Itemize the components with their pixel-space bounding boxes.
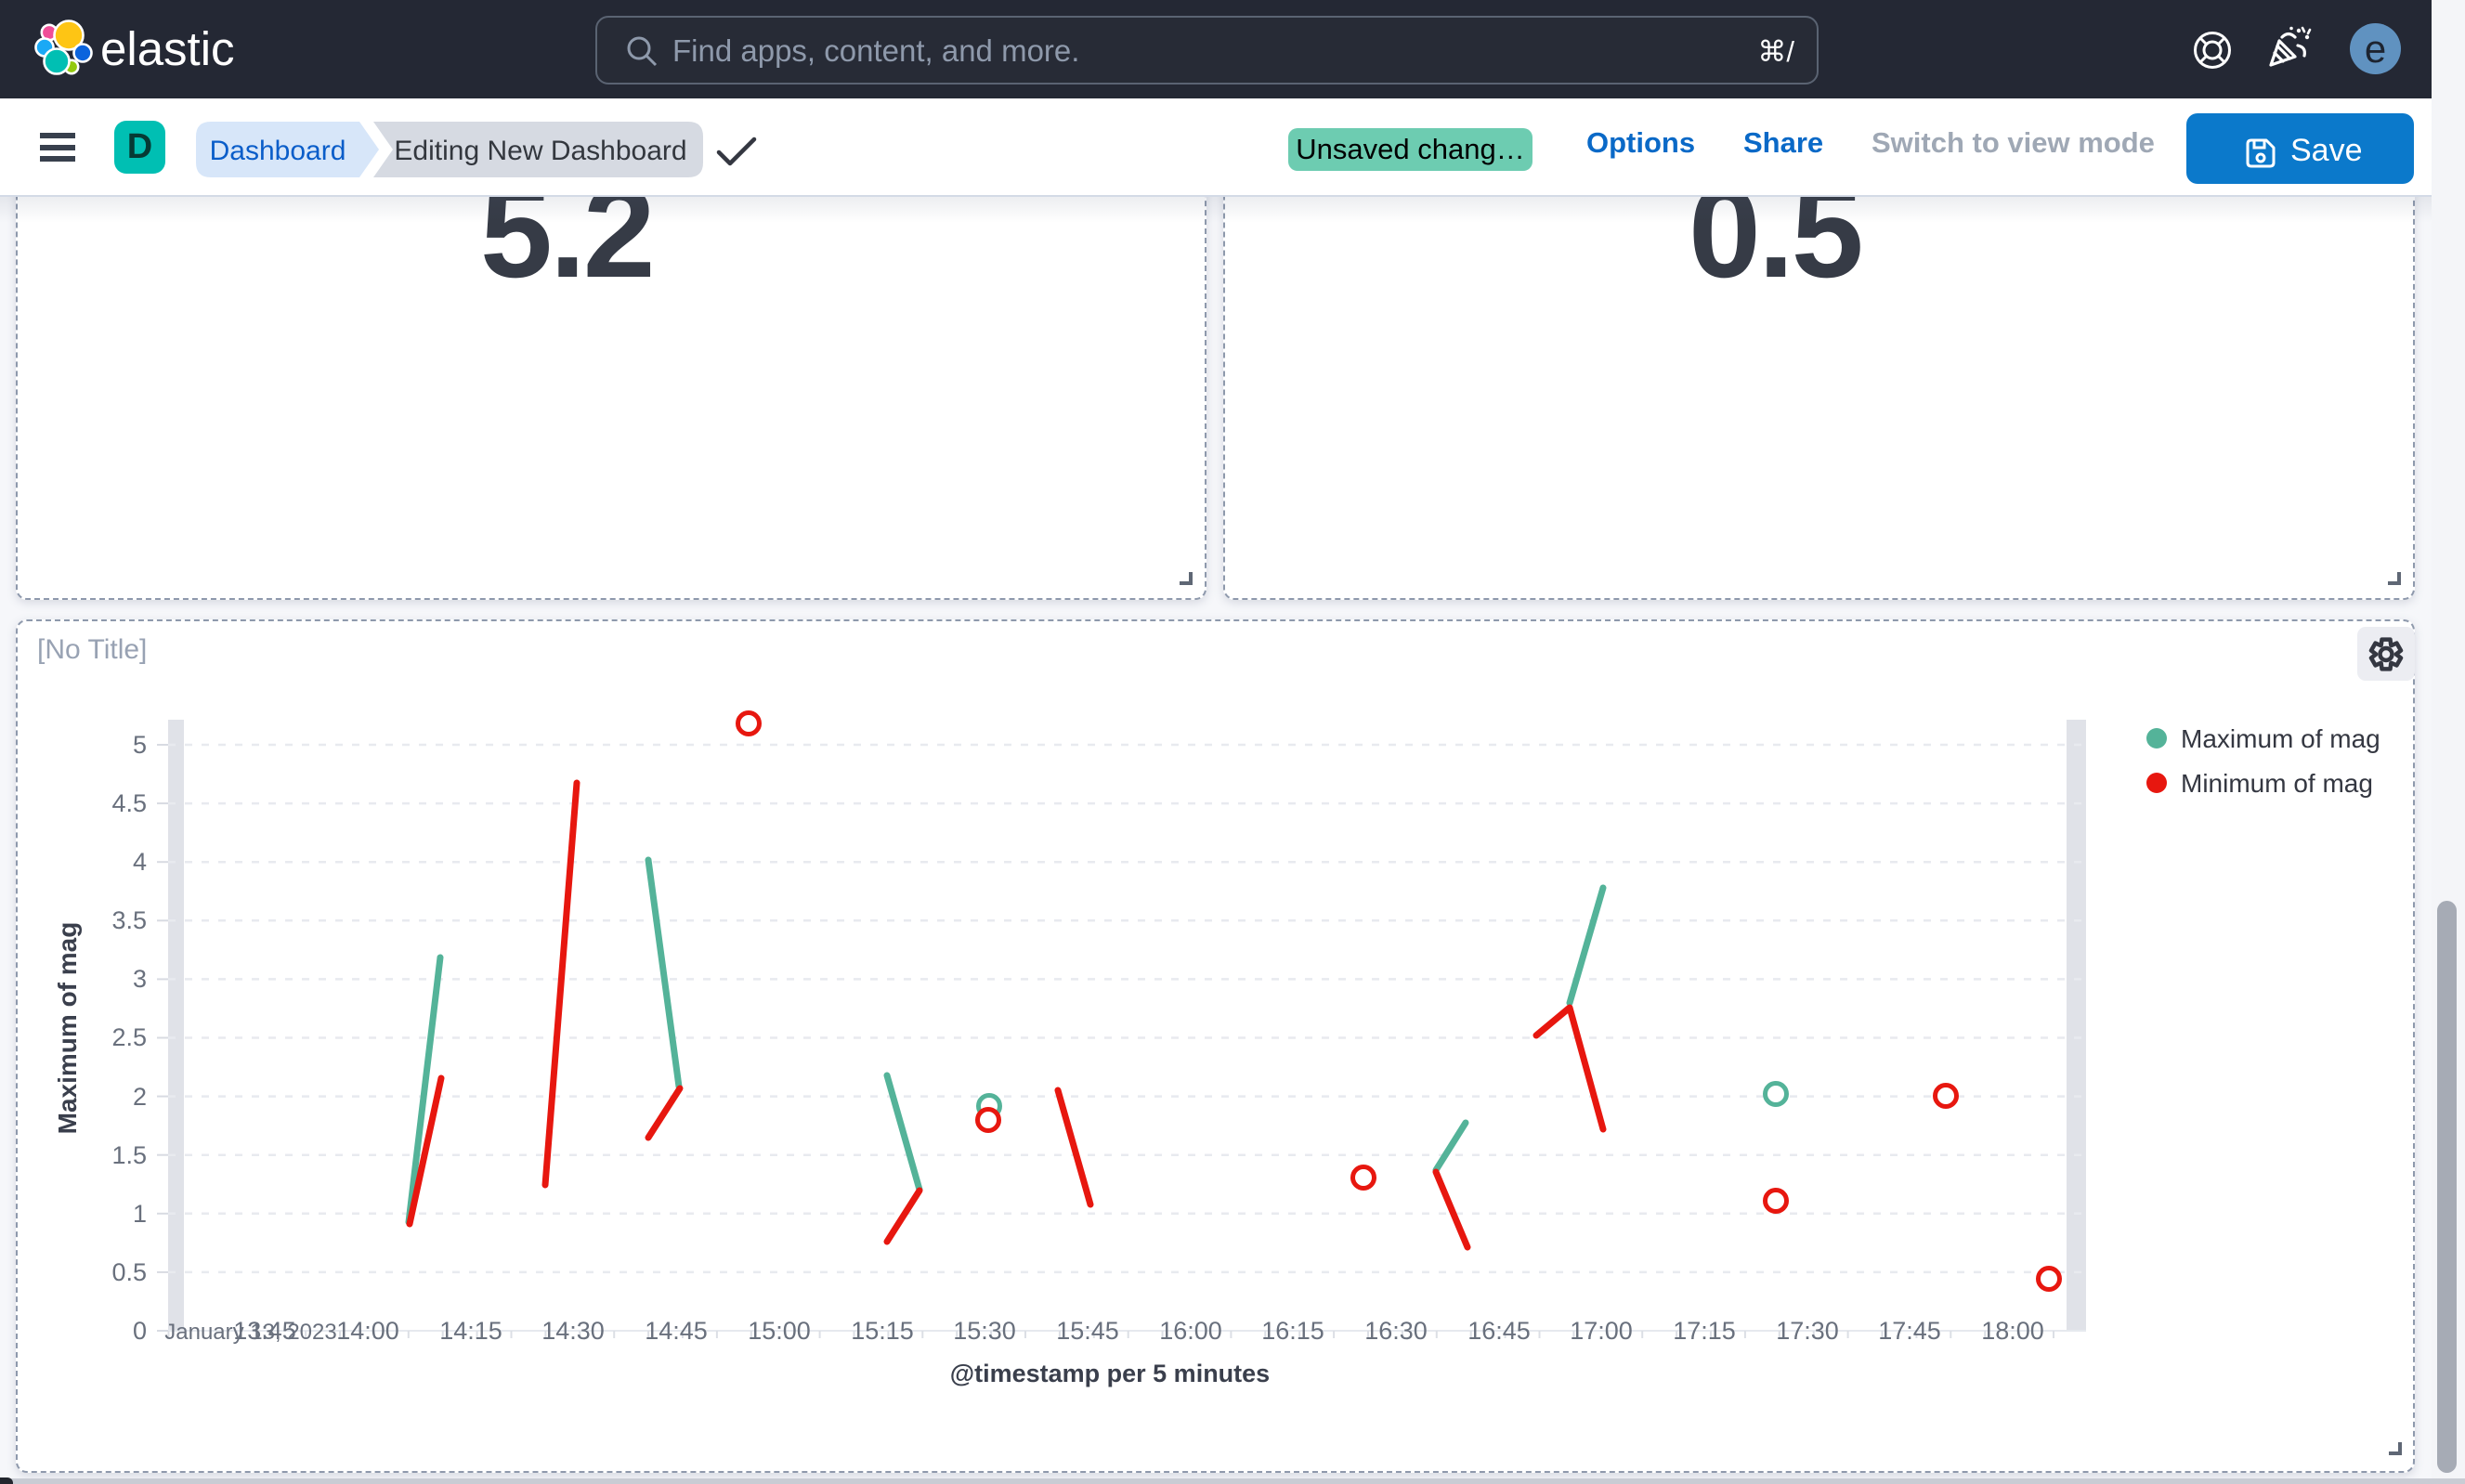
svg-text:Dashboard: Dashboard [210, 136, 346, 166]
svg-text:14:30: 14:30 [541, 1317, 605, 1345]
svg-text:3: 3 [133, 965, 147, 993]
svg-text:Editing New Dashboard: Editing New Dashboard [394, 136, 686, 166]
svg-text:Minimum of mag: Minimum of mag [2181, 769, 2373, 798]
svg-text:16:45: 16:45 [1467, 1317, 1531, 1345]
svg-text:14:15: 14:15 [439, 1317, 502, 1345]
svg-text:18:00: 18:00 [1981, 1317, 2044, 1345]
svg-text:16:00: 16:00 [1159, 1317, 1222, 1345]
svg-text:14:00: 14:00 [336, 1317, 399, 1345]
svg-text:1.5: 1.5 [111, 1141, 147, 1169]
svg-text:January 13, 2023: January 13, 2023 [164, 1320, 336, 1345]
svg-text:3.5: 3.5 [111, 906, 147, 934]
svg-text:17:00: 17:00 [1570, 1317, 1633, 1345]
svg-text:4.5: 4.5 [111, 789, 147, 817]
svg-text:15:15: 15:15 [851, 1317, 914, 1345]
svg-text:0.5: 0.5 [111, 1258, 147, 1286]
svg-text:4: 4 [133, 848, 147, 876]
svg-text:13:45: 13:45 [233, 1317, 296, 1345]
svg-text:14:45: 14:45 [645, 1317, 708, 1345]
svg-text:Maximum of mag: Maximum of mag [53, 922, 82, 1135]
svg-text:1: 1 [133, 1200, 147, 1228]
svg-text:2: 2 [133, 1083, 147, 1111]
svg-text:17:45: 17:45 [1878, 1317, 1941, 1345]
svg-text:15:30: 15:30 [953, 1317, 1016, 1345]
svg-text:Maximum of mag: Maximum of mag [2181, 724, 2380, 753]
svg-text:16:30: 16:30 [1364, 1317, 1428, 1345]
svg-text:@timestamp per 5 minutes: @timestamp per 5 minutes [950, 1360, 1270, 1387]
svg-text:17:30: 17:30 [1776, 1317, 1839, 1345]
svg-text:16:15: 16:15 [1261, 1317, 1324, 1345]
svg-text:15:45: 15:45 [1056, 1317, 1119, 1345]
svg-text:15:00: 15:00 [748, 1317, 811, 1345]
svg-text:0: 0 [133, 1317, 147, 1345]
svg-text:5: 5 [133, 731, 147, 759]
svg-text:2.5: 2.5 [111, 1023, 147, 1051]
svg-text:17:15: 17:15 [1673, 1317, 1736, 1345]
